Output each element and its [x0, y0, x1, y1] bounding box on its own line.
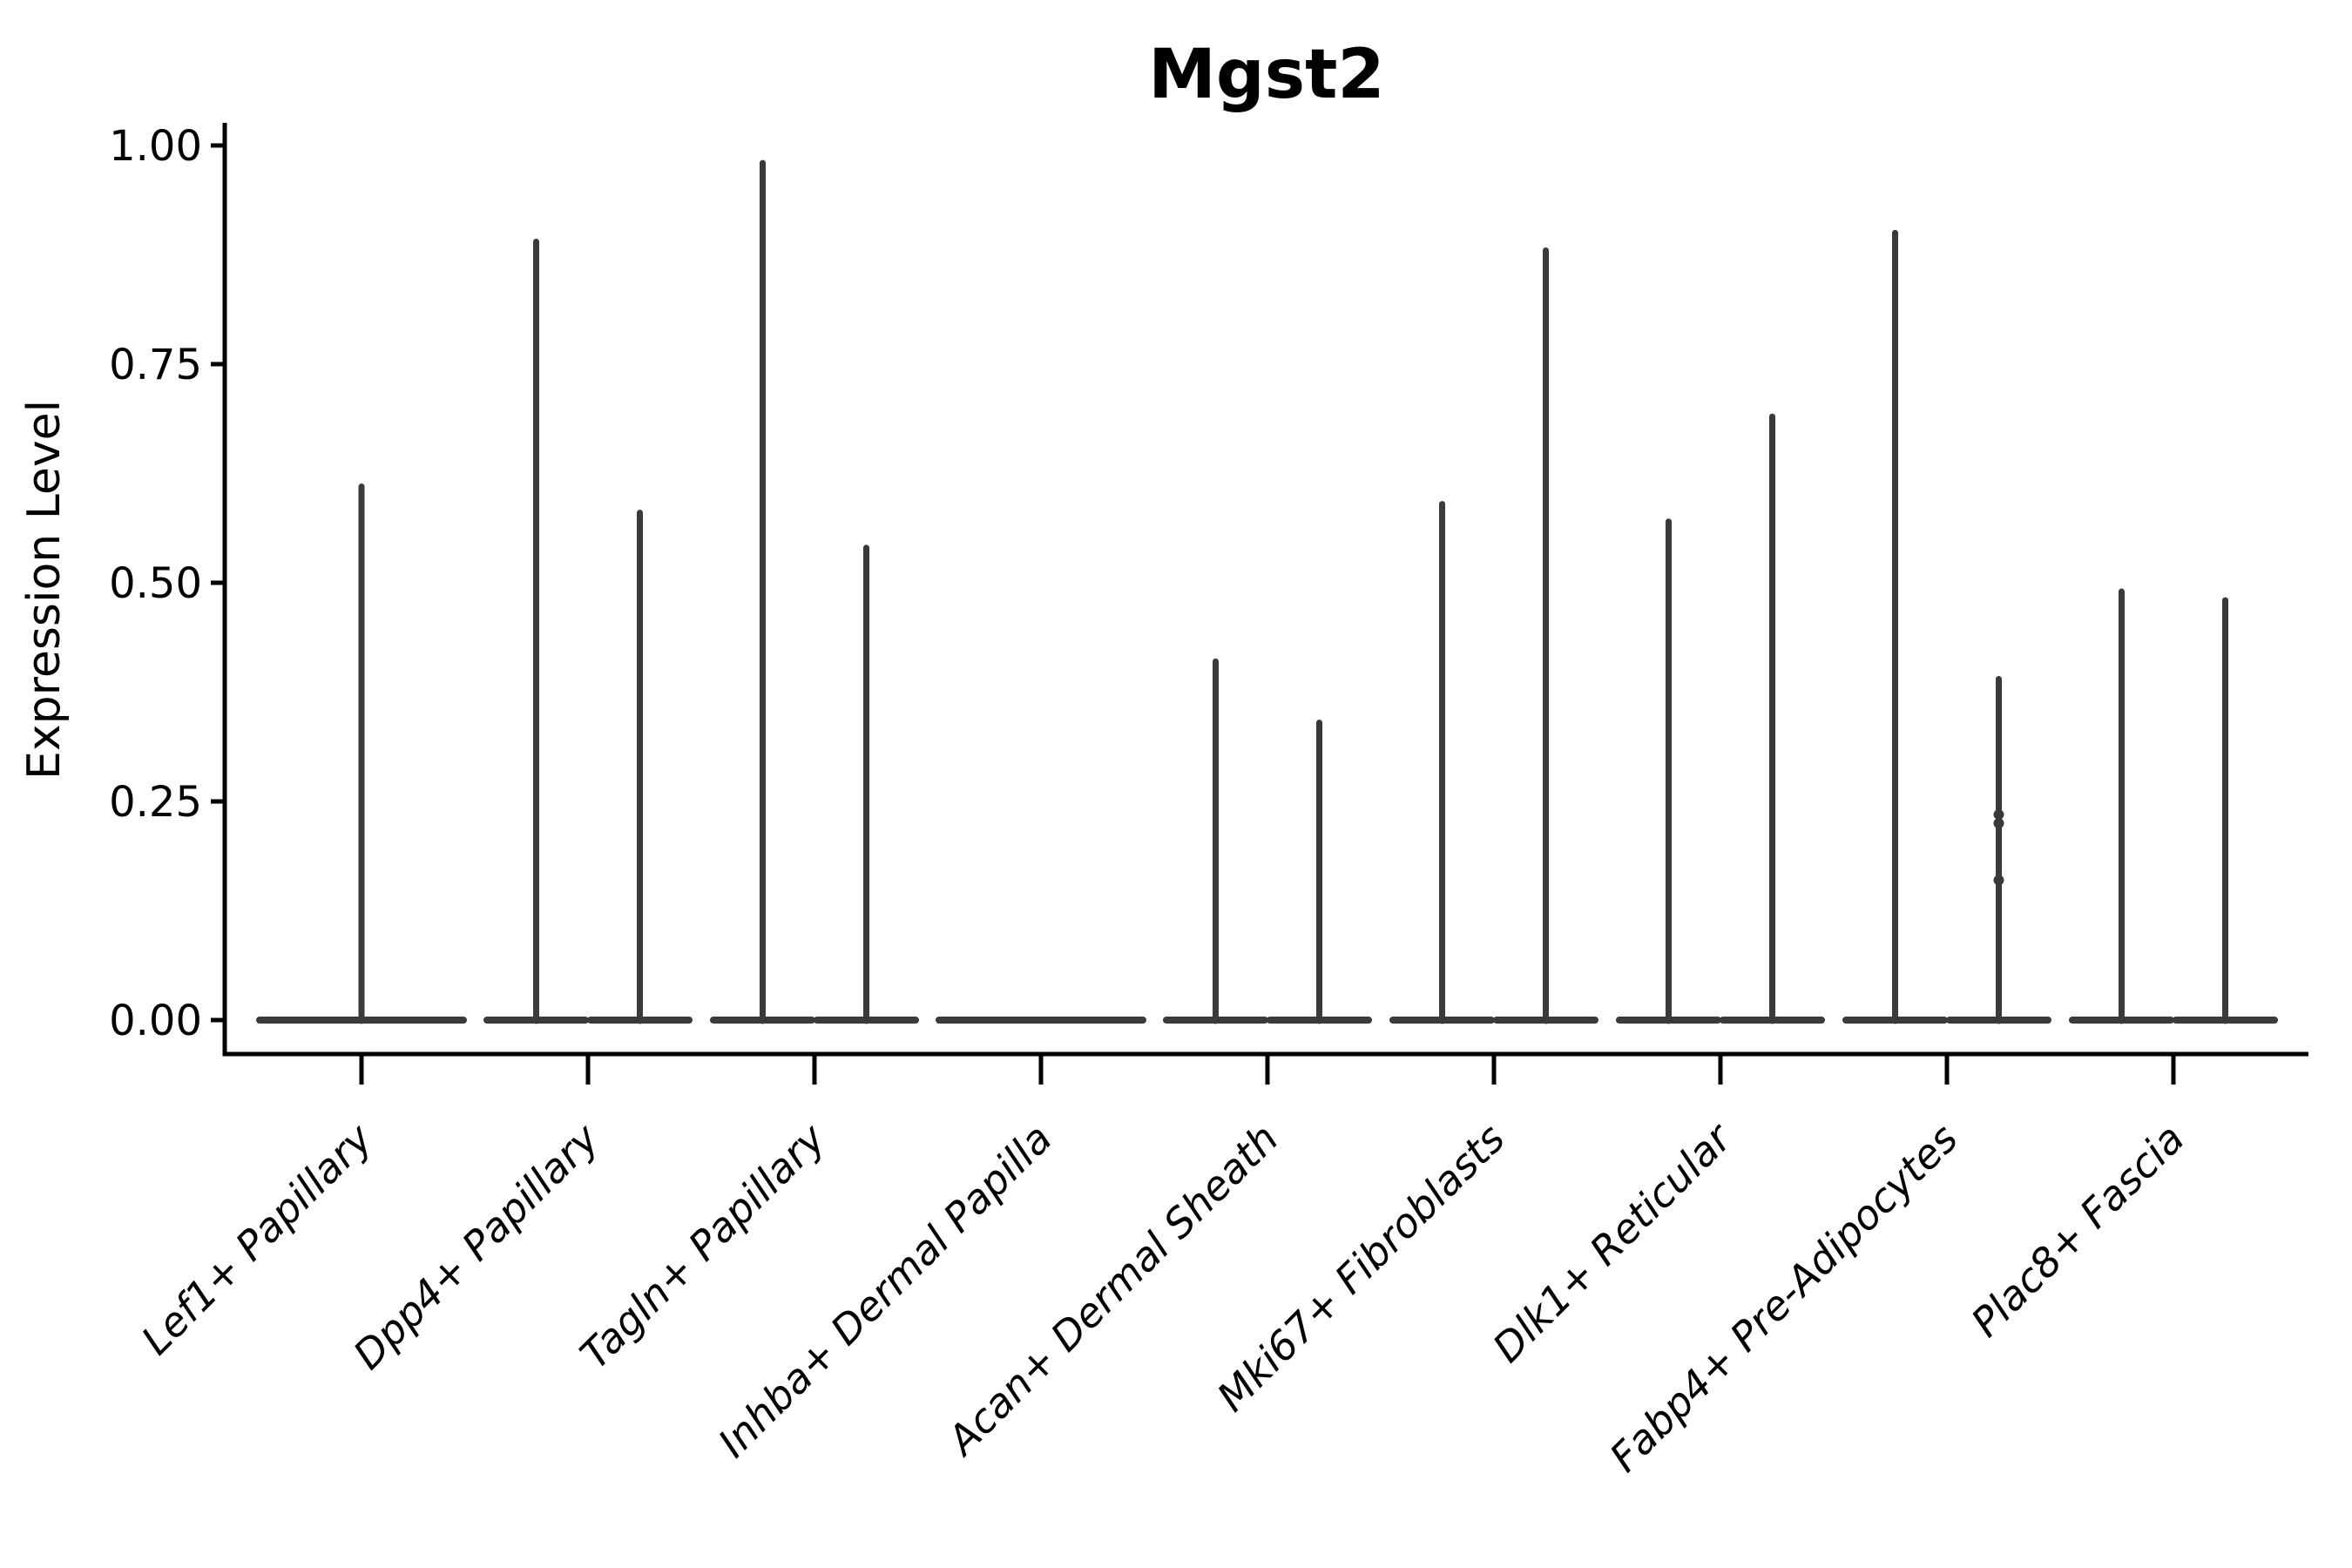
x-tick-label: Tagln+ Papillary [571, 1114, 835, 1378]
violin-body [936, 1017, 1146, 1024]
y-tick-label: 0.50 [109, 559, 202, 608]
x-tick-label: Dpp4+ Papillary [344, 1114, 608, 1378]
plot-layer [211, 123, 2308, 1085]
x-tick-label: Lef1+ Papillary [132, 1114, 382, 1363]
data-point [1993, 818, 2004, 829]
chart-title: Mgst2 [1148, 36, 1384, 114]
x-tick-label: Plac8+ Fascia [1962, 1115, 2193, 1346]
y-tick-label: 1.00 [109, 122, 202, 171]
x-tick-label: Dlk1+ Reticular [1484, 1112, 1742, 1371]
y-tick-label: 0.00 [109, 997, 202, 1045]
y-tick-label: 0.75 [109, 341, 202, 389]
data-point [1993, 875, 2004, 886]
y-tick-label: 0.25 [109, 778, 202, 827]
data-point [1993, 809, 2004, 821]
y-axis-label: Expression Level [18, 400, 71, 780]
